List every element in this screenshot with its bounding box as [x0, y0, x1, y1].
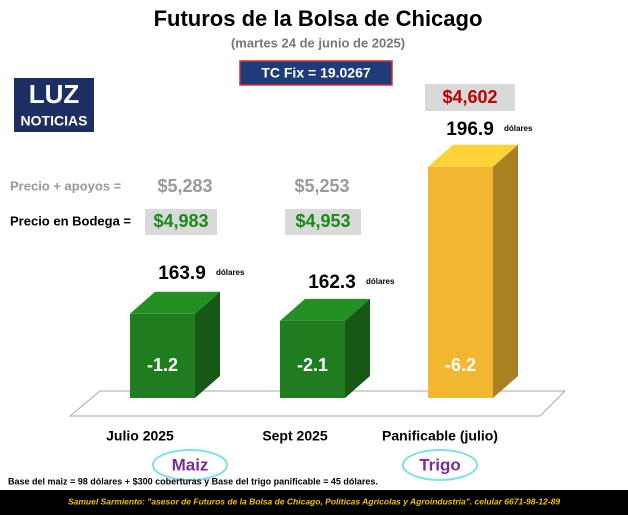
- bar-side: [195, 291, 220, 398]
- price-value: $4,983: [153, 211, 208, 231]
- footer: Samuel Sarmiento: "asesor de Futuros de …: [68, 496, 560, 506]
- bar-top: [280, 298, 370, 321]
- unit-label: dólares: [216, 268, 245, 277]
- x-tick-label: Julio 2025: [106, 428, 174, 444]
- price-value: $5,283: [157, 176, 212, 196]
- bar: [428, 166, 493, 398]
- footer-bar: [0, 490, 628, 515]
- value-label: 162.3: [308, 272, 356, 293]
- bars: -1.2 -2.1 -6.2: [130, 144, 518, 398]
- change-label: -1.2: [147, 355, 178, 375]
- price-box: [145, 209, 217, 235]
- bar: [280, 320, 345, 398]
- change-label: -2.1: [297, 355, 328, 375]
- logo-top: LUZ: [29, 79, 80, 109]
- exchange-box: [239, 60, 393, 86]
- price-label: Precio en Bodega =: [10, 213, 131, 228]
- logo-bottom: NOTICIAS: [21, 113, 88, 129]
- price-box: [285, 209, 361, 235]
- bar-top: [428, 144, 518, 167]
- bar-side: [493, 144, 518, 398]
- bar-side: [345, 298, 370, 398]
- bar-top: [130, 291, 220, 314]
- group-label: Trigo: [419, 455, 461, 474]
- change-label: -6.2: [445, 355, 476, 375]
- x-tick-label: Panificable (julio): [382, 428, 498, 444]
- exchange-rate: TC Fix = 19.0267: [261, 65, 371, 81]
- x-tick-label: Sept 2025: [262, 428, 328, 444]
- bar: [130, 313, 195, 398]
- chart-title: Futuros de la Bolsa de Chicago: [154, 6, 483, 31]
- wheat-price: $4,602: [442, 87, 497, 107]
- group-ellipse: [152, 449, 228, 481]
- price-label: Precio + apoyos =: [10, 178, 122, 193]
- unit-label: dólares: [504, 124, 533, 133]
- price-value: $4,953: [295, 211, 350, 231]
- value-label: 163.9: [158, 263, 206, 284]
- note: Base del maiz = 98 dólares + $300 cobert…: [8, 476, 378, 486]
- price-value: $5,253: [294, 176, 349, 196]
- logo-box: [14, 78, 94, 132]
- group-ellipse: [402, 449, 478, 481]
- group-label: Maiz: [172, 455, 209, 474]
- value-label: 196.9: [446, 119, 494, 140]
- unit-label: dólares: [366, 277, 395, 286]
- wheat-price-box: [425, 84, 515, 111]
- chart-subtitle: (martes 24 de junio de 2025): [231, 35, 405, 50]
